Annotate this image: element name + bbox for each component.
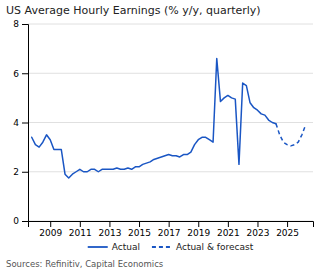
x-tick-label: 2009 [39, 228, 62, 238]
x-tick-label: 2021 [217, 228, 240, 238]
legend-item: Actual & forecast [152, 242, 254, 252]
y-tick-label: 8 [13, 19, 19, 29]
x-tick: 2023 [247, 221, 270, 238]
x-tick-mark [139, 221, 140, 227]
x-tick: 2025 [276, 221, 299, 238]
y-axis-line [22, 25, 29, 222]
y-tick-label: 4 [13, 118, 19, 128]
x-tick: 2021 [217, 221, 240, 238]
y-grid-line [28, 73, 313, 74]
plot: 2009 2011 2013 2015 2017 2019 2021 2023 2025 0 2 4 6… [13, 19, 313, 238]
x-tick-mark [228, 221, 229, 227]
title: US Average Hourly Earnings (% y/y, quart… [6, 4, 261, 17]
y-tick-mark [22, 123, 28, 124]
y-tick-mark [22, 73, 28, 74]
y-tick-label: 0 [13, 216, 19, 226]
x-tick: 2011 [69, 221, 92, 238]
legend-swatch [152, 246, 172, 248]
legend-label: Actual & forecast [176, 242, 254, 252]
series-line [276, 124, 306, 146]
x-tick-mark [80, 221, 81, 227]
x-tick: 2015 [128, 221, 151, 238]
y-tick: 8 [13, 19, 28, 29]
x-tick-mark [50, 221, 51, 227]
legend-item: Actual [88, 242, 140, 252]
y-tick-label: 6 [13, 69, 19, 79]
x-tick-mark [287, 221, 288, 227]
x-tick: 2009 [39, 221, 62, 238]
grid [28, 24, 313, 221]
x-tick-label: 2019 [187, 228, 210, 238]
legend-swatch [88, 246, 108, 248]
legend: Actual Actual & forecast [88, 242, 254, 252]
y-tick-mark [22, 221, 28, 222]
y-tick: 0 [13, 216, 28, 226]
legend-label: Actual [112, 242, 140, 252]
y-grid-line [28, 122, 313, 123]
x-tick: 2013 [98, 221, 121, 238]
x-tick-label: 2025 [276, 228, 299, 238]
x-tick-label: 2023 [247, 228, 270, 238]
x-axis: 2009 2011 2013 2015 2017 2019 2021 2023 2025 [29, 221, 314, 238]
y-tick-mark [22, 24, 28, 25]
chart: 2009 2011 2013 2015 2017 2019 2021 2023 2025 0 2 4 6… [0, 0, 325, 273]
x-axis-line [29, 222, 314, 228]
x-tick-mark [198, 221, 199, 227]
y-grid-line [28, 24, 313, 25]
x-tick-label: 2015 [128, 228, 151, 238]
x-tick-mark [169, 221, 170, 227]
lines [32, 58, 306, 177]
source: Sources: Refinitiv, Capital Economics [6, 259, 164, 269]
x-tick-label: 2013 [98, 228, 121, 238]
y-grid-line [28, 171, 313, 172]
x-tick: 2017 [158, 221, 181, 238]
x-tick: 2019 [187, 221, 210, 238]
series-line [32, 58, 276, 177]
y-tick: 2 [13, 167, 28, 177]
y-axis: 0 2 4 6 8 [13, 19, 28, 226]
y-tick-mark [22, 172, 28, 173]
x-tick-label: 2017 [158, 228, 181, 238]
y-tick: 4 [13, 118, 28, 128]
x-tick-mark [109, 221, 110, 227]
y-tick: 6 [13, 69, 28, 79]
x-tick-label: 2011 [69, 228, 92, 238]
x-tick-mark [257, 221, 258, 227]
y-tick-label: 2 [13, 167, 19, 177]
